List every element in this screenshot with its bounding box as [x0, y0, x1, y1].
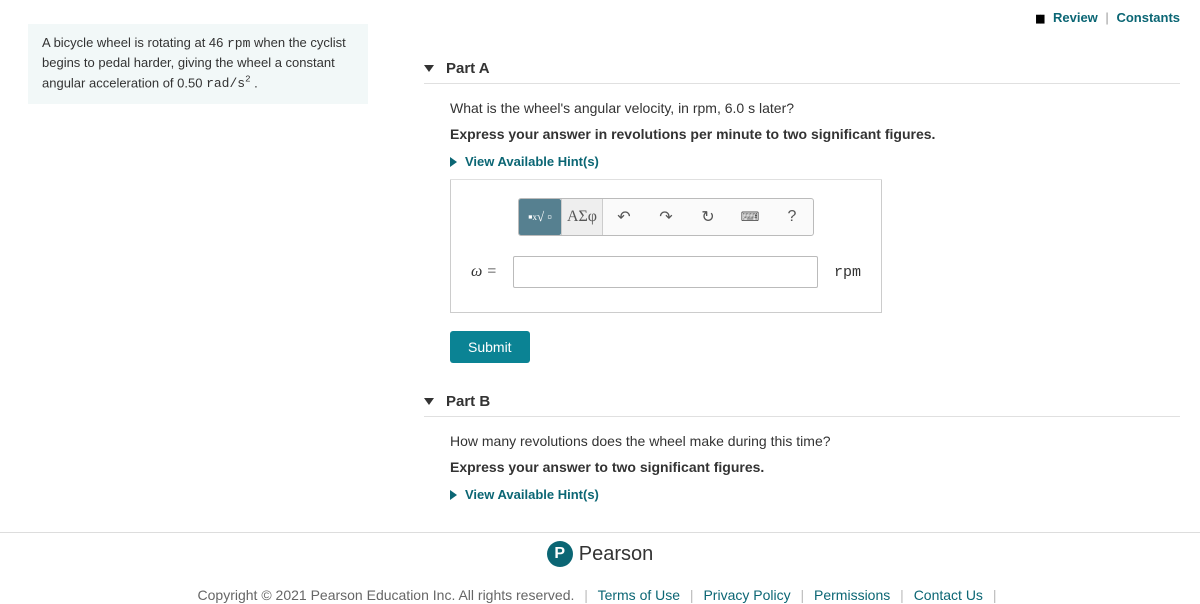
- redo-button[interactable]: ↷: [645, 199, 687, 235]
- part-b-hints[interactable]: View Available Hint(s): [450, 487, 882, 512]
- constants-link[interactable]: Constants: [1116, 10, 1180, 25]
- part-b-header[interactable]: Part B: [424, 393, 1180, 417]
- footer: P Pearson Copyright © 2021 Pearson Educa…: [0, 532, 1200, 604]
- part-a-hints[interactable]: View Available Hint(s): [450, 154, 882, 180]
- privacy-link[interactable]: Privacy Policy: [703, 587, 790, 603]
- undo-button[interactable]: ↶: [603, 199, 645, 235]
- part-b-instruction: Express your answer to two significant f…: [450, 459, 1180, 475]
- part-a-instruction: Express your answer in revolutions per m…: [450, 126, 1180, 142]
- review-link[interactable]: Review: [1053, 10, 1098, 25]
- caret-right-icon: [450, 490, 457, 500]
- part-b-question: How many revolutions does the wheel make…: [450, 433, 1180, 449]
- part-a-header[interactable]: Part A: [424, 60, 1180, 84]
- part-b-title: Part B: [446, 393, 490, 410]
- keyboard-button[interactable]: ⌨: [729, 199, 771, 235]
- caret-down-icon: [424, 65, 434, 72]
- variable-label: ω =: [471, 263, 503, 281]
- reset-button[interactable]: ↻: [687, 199, 729, 235]
- help-button[interactable]: ?: [771, 199, 813, 235]
- top-links: ▮▮ Review | Constants: [1035, 10, 1180, 25]
- unit-label: rpm: [834, 264, 861, 281]
- contact-link[interactable]: Contact Us: [914, 587, 983, 603]
- bookmark-icon: ▮▮: [1035, 13, 1043, 25]
- pearson-logo: P Pearson: [0, 533, 1200, 567]
- templates-button[interactable]: ▪x√ ▫: [519, 199, 561, 235]
- terms-link[interactable]: Terms of Use: [598, 587, 680, 603]
- answer-box: ▪x√ ▫ ΑΣφ ↶ ↷ ↻ ⌨ ? ω = rpm: [450, 180, 882, 313]
- greek-button[interactable]: ΑΣφ: [561, 199, 603, 235]
- equation-toolbar: ▪x√ ▫ ΑΣφ ↶ ↷ ↻ ⌨ ?: [518, 198, 814, 236]
- part-a-question: What is the wheel's angular velocity, in…: [450, 100, 1180, 116]
- caret-down-icon: [424, 398, 434, 405]
- answer-input[interactable]: [513, 256, 818, 288]
- part-a-title: Part A: [446, 60, 490, 77]
- submit-button[interactable]: Submit: [450, 331, 530, 363]
- permissions-link[interactable]: Permissions: [814, 587, 890, 603]
- copyright: Copyright © 2021 Pearson Education Inc. …: [198, 587, 575, 603]
- caret-right-icon: [450, 157, 457, 167]
- problem-statement: A bicycle wheel is rotating at 46 rpm wh…: [28, 24, 368, 104]
